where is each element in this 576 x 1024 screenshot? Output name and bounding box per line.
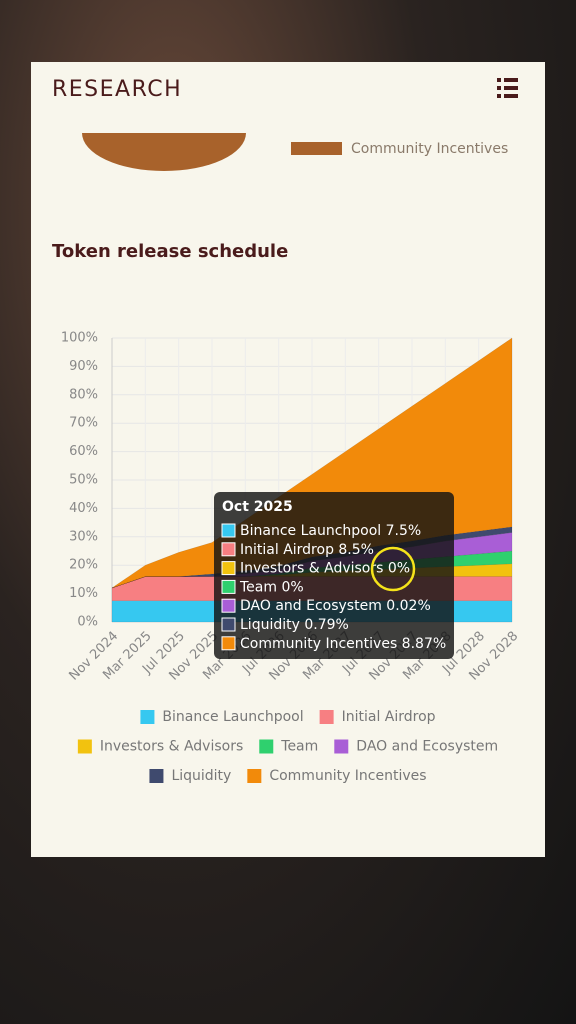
legend-label: Team (280, 739, 318, 755)
tooltip-swatch (221, 617, 236, 632)
y-tick-label: 90% (69, 359, 98, 374)
tooltip-line: Community Incentives 8.87% (240, 636, 446, 652)
legend-swatch (140, 710, 155, 724)
legend-swatch (319, 710, 334, 724)
legend-row: Binance Launchpool Initial Airdrop (140, 709, 436, 725)
legend-row: Investors & Advisors Team DAO and Ecosyste… (77, 739, 498, 755)
legend-swatch (247, 769, 262, 783)
legend-swatch (77, 739, 92, 754)
tooltip-line: Investors & Advisors 0% (240, 561, 410, 577)
legend-label: Community Incentives (269, 768, 426, 784)
y-tick-label: 10% (69, 586, 98, 601)
legend-item[interactable]: Liquidity (149, 768, 231, 784)
y-tick-label: 0% (77, 615, 98, 630)
tooltip-line: Liquidity 0.79% (240, 617, 349, 633)
pie-slice (82, 133, 246, 171)
legend-item[interactable]: Team (259, 739, 318, 755)
tooltip-box (214, 492, 454, 659)
y-tick-label: 100% (61, 331, 98, 346)
y-tick-label: 20% (69, 558, 98, 573)
y-tick-label: 50% (69, 473, 98, 488)
legend-label: Initial Airdrop (342, 709, 436, 725)
legend-item[interactable]: Initial Airdrop (319, 709, 436, 725)
y-tick-label: 60% (69, 444, 98, 459)
y-tick-label: 40% (69, 501, 98, 516)
highlight-circle (370, 546, 416, 592)
y-tick-label: 70% (69, 416, 98, 431)
tooltip-line: DAO and Ecosystem 0.02% (240, 598, 431, 614)
legend-swatch (334, 739, 349, 754)
tooltip-swatch (221, 542, 236, 557)
menu-icon[interactable] (497, 78, 518, 98)
legend-row: Liquidity Community Incentives (149, 768, 427, 784)
tooltip-line: Team 0% (239, 579, 304, 595)
legend-label: Investors & Advisors (100, 739, 243, 755)
tooltip-swatch (221, 636, 236, 651)
legend-item[interactable]: DAO and Ecosystem (334, 739, 498, 755)
legend-item[interactable]: Binance Launchpool (140, 709, 304, 725)
legend-label: Liquidity (171, 768, 231, 784)
pie-legend-label: Community Incentives (351, 141, 508, 157)
legend-label: Binance Launchpool (162, 709, 303, 725)
tooltip-line: Initial Airdrop 8.5% (240, 542, 374, 558)
tooltip-line: Binance Launchpool 7.5% (240, 523, 421, 539)
tooltip-title: Oct 2025 (222, 499, 293, 515)
legend-swatch (259, 739, 274, 754)
tooltip-swatch (221, 523, 236, 538)
tooltip-swatch (221, 598, 236, 613)
y-tick-label: 80% (69, 387, 98, 402)
legend-item[interactable]: Community Incentives (247, 768, 427, 784)
y-tick-label: 30% (69, 529, 98, 544)
pie-legend-swatch (291, 142, 342, 155)
legend-label: DAO and Ecosystem (356, 739, 498, 755)
tooltip-swatch (221, 561, 236, 576)
tooltip: Oct 2025 Binance Launchpool 7.5% Initial A… (214, 492, 454, 659)
chart-title: Token release schedule (52, 241, 288, 262)
header-title: RESEARCH (52, 77, 182, 102)
legend-item[interactable]: Investors & Advisors (77, 739, 243, 755)
tooltip-swatch (221, 579, 236, 594)
legend-swatch (149, 769, 164, 783)
